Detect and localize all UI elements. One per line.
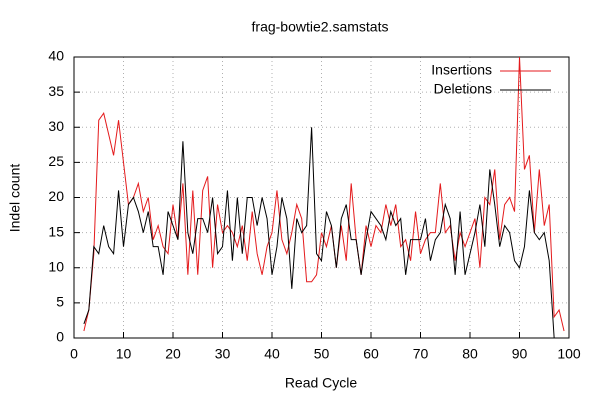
y-tick-label: 10 <box>48 258 64 274</box>
y-tick-label: 0 <box>56 329 64 345</box>
x-tick-label: 80 <box>462 346 478 362</box>
x-axis-label: Read Cycle <box>285 375 358 391</box>
series-line <box>83 56 565 332</box>
y-tick-label: 35 <box>48 83 64 99</box>
x-tick-label: 70 <box>413 346 429 362</box>
x-tick-label: 100 <box>557 346 581 362</box>
chart-title: frag-bowtie2.samstats <box>252 19 389 35</box>
x-tick-label: 50 <box>314 346 330 362</box>
x-tick-label: 10 <box>116 346 132 362</box>
x-tick-label: 30 <box>215 346 231 362</box>
x-tick-label: 40 <box>264 346 280 362</box>
x-tick-label: 20 <box>165 346 181 362</box>
series-line <box>83 127 555 339</box>
x-tick-label: 0 <box>70 346 78 362</box>
y-tick-label: 25 <box>48 153 64 169</box>
y-axis-label: Indel count <box>7 164 23 233</box>
y-tick-label: 20 <box>48 188 64 204</box>
x-tick-label: 60 <box>363 346 379 362</box>
legend-label: Deletions <box>434 81 492 97</box>
y-tick-label: 5 <box>56 294 64 310</box>
x-tick-label: 90 <box>512 346 528 362</box>
y-tick-label: 15 <box>48 223 64 239</box>
legend-label: Insertions <box>431 62 492 78</box>
y-tick-label: 40 <box>48 48 64 64</box>
plot-border <box>73 56 570 339</box>
y-tick-label: 30 <box>48 118 64 134</box>
